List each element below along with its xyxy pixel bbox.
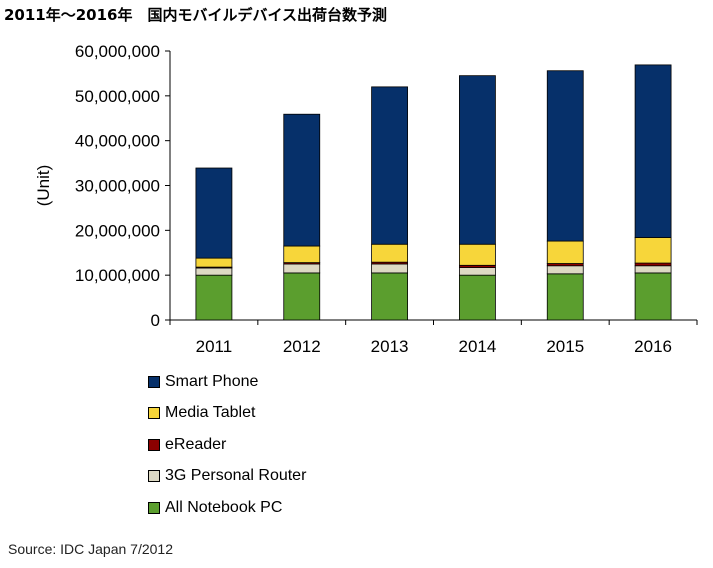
legend-swatch <box>148 407 160 420</box>
legend-label: 3G Personal Router <box>165 467 307 485</box>
bar-3g-personal-router-2015 <box>546 265 584 275</box>
bar-media-tablet-2011 <box>195 257 233 268</box>
y-tick-label: 30,000,000 <box>75 177 160 196</box>
source-note: Source: IDC Japan 7/2012 <box>8 541 173 557</box>
bar-3g-personal-router-2014 <box>459 267 496 276</box>
bar-all-notebook-pc-2012 <box>283 272 321 321</box>
bar-all-notebook-pc-2014 <box>459 274 496 321</box>
bar-all-notebook-pc-2016 <box>634 272 672 321</box>
bar-ereader-2016 <box>634 262 672 267</box>
bar-smart-phone-2013 <box>371 86 408 245</box>
x-tick-label: 2014 <box>459 337 497 356</box>
y-axis-label: (Unit) <box>34 165 53 207</box>
y-tick-label: 20,000,000 <box>75 221 160 240</box>
bar-media-tablet-2014 <box>459 243 496 266</box>
bar-3g-personal-router-2013 <box>371 263 408 274</box>
bar-3g-personal-router-2016 <box>634 265 672 274</box>
bar-3g-personal-router-2012 <box>283 263 321 274</box>
y-tick-label: 0 <box>151 311 160 330</box>
legend-item: Media Tablet <box>148 398 306 430</box>
y-tick-label: 60,000,000 <box>75 42 160 61</box>
bar-smart-phone-2011 <box>195 167 233 259</box>
stacked-bar-chart: 0 10,000,000 20,000,000 30,000,000 40,000,00… <box>34 42 698 356</box>
bar-media-tablet-2013 <box>371 243 408 263</box>
chart-title: 2011年～2016年 国内モバイルデバイス出荷台数予測 <box>4 6 388 24</box>
bar-media-tablet-2012 <box>283 245 321 264</box>
bar-all-notebook-pc-2013 <box>371 272 408 321</box>
legend-swatch <box>148 470 160 483</box>
chart-bars <box>195 64 672 321</box>
bar-smart-phone-2014 <box>459 75 496 245</box>
legend-label: eReader <box>165 435 227 453</box>
bar-3g-personal-router-2011 <box>195 267 233 276</box>
legend-swatch <box>148 375 160 388</box>
y-tick-label: 50,000,000 <box>75 87 160 106</box>
bar-media-tablet-2015 <box>546 240 584 264</box>
legend-swatch <box>148 501 160 514</box>
x-tick-label: 2011 <box>196 337 233 356</box>
x-tick-label: 2013 <box>371 337 409 356</box>
legend-item: All Notebook PC <box>148 492 306 524</box>
bar-all-notebook-pc-2015 <box>546 273 584 321</box>
legend-label: All Notebook PC <box>165 498 283 516</box>
chart-labels: 0 10,000,000 20,000,000 30,000,000 40,000,00… <box>34 42 672 356</box>
legend-swatch <box>148 438 160 451</box>
x-tick-label: 2015 <box>546 337 584 356</box>
bar-smart-phone-2015 <box>546 70 584 242</box>
bar-smart-phone-2012 <box>283 113 321 247</box>
bar-smart-phone-2016 <box>634 64 672 238</box>
legend-item: Smart Phone <box>148 366 306 398</box>
chart-legend: Smart Phone Media Tablet eReader 3G Persona… <box>148 366 306 524</box>
chart-axes <box>165 50 698 325</box>
legend-item: 3G Personal Router <box>148 461 306 493</box>
legend-label: Media Tablet <box>165 404 256 422</box>
legend-label: Smart Phone <box>165 372 259 390</box>
x-tick-label: 2012 <box>283 337 321 356</box>
bar-all-notebook-pc-2011 <box>195 274 233 321</box>
bar-media-tablet-2016 <box>634 237 672 264</box>
legend-item: eReader <box>148 429 306 461</box>
x-tick-label: 2016 <box>634 337 672 356</box>
y-tick-label: 40,000,000 <box>75 132 160 151</box>
y-tick-label: 10,000,000 <box>75 266 160 285</box>
